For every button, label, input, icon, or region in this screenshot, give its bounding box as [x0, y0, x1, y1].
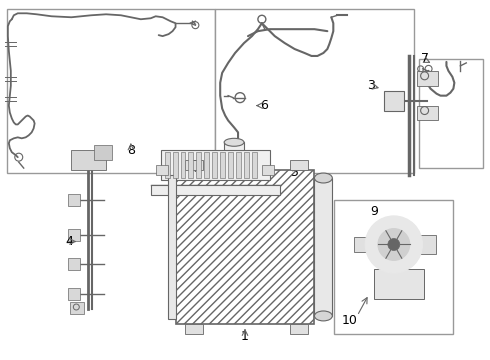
Bar — [224, 142, 244, 160]
Bar — [69, 194, 80, 206]
Bar — [69, 288, 80, 300]
Bar — [196, 152, 201, 178]
Bar — [236, 152, 241, 178]
Bar — [165, 152, 170, 178]
Bar — [228, 152, 233, 178]
Text: 4: 4 — [66, 235, 74, 248]
Bar — [168, 175, 175, 319]
Text: 8: 8 — [127, 144, 135, 157]
Text: 5: 5 — [291, 166, 298, 179]
Bar — [180, 152, 185, 178]
Bar — [69, 229, 80, 240]
Bar — [374, 269, 424, 299]
Bar — [185, 160, 203, 170]
Bar — [185, 324, 203, 334]
Bar — [94, 145, 112, 160]
Bar — [290, 324, 308, 334]
Bar — [71, 302, 84, 314]
Bar — [252, 152, 257, 178]
Ellipse shape — [224, 138, 244, 146]
Ellipse shape — [224, 156, 244, 164]
Bar — [244, 152, 249, 178]
Text: 10: 10 — [341, 314, 357, 327]
Bar — [220, 152, 225, 178]
Text: 1: 1 — [241, 330, 249, 343]
Bar — [175, 170, 315, 324]
Circle shape — [388, 239, 400, 251]
Bar — [151, 185, 280, 195]
Text: 7: 7 — [420, 53, 429, 66]
Text: 6: 6 — [260, 99, 268, 112]
Bar — [315, 178, 332, 316]
Bar — [189, 152, 194, 178]
Text: 2: 2 — [192, 159, 199, 172]
Bar — [72, 150, 106, 170]
Text: 3: 3 — [367, 79, 375, 92]
Bar — [416, 105, 439, 121]
Bar — [334, 200, 453, 334]
Bar — [156, 165, 168, 175]
Bar — [354, 237, 374, 252]
Text: 9: 9 — [370, 205, 378, 218]
Bar — [290, 160, 308, 170]
Bar — [416, 71, 439, 86]
Bar — [7, 9, 215, 173]
Circle shape — [365, 216, 422, 273]
Circle shape — [354, 205, 434, 284]
Bar — [69, 258, 80, 270]
Circle shape — [378, 229, 410, 260]
Bar — [172, 152, 177, 178]
Ellipse shape — [315, 173, 332, 183]
Bar — [418, 59, 483, 168]
Bar — [384, 91, 404, 111]
Bar — [416, 235, 436, 255]
Bar — [215, 9, 414, 173]
Bar — [161, 150, 270, 180]
Bar — [262, 165, 274, 175]
Bar — [212, 152, 217, 178]
Bar — [204, 152, 209, 178]
Ellipse shape — [315, 311, 332, 321]
